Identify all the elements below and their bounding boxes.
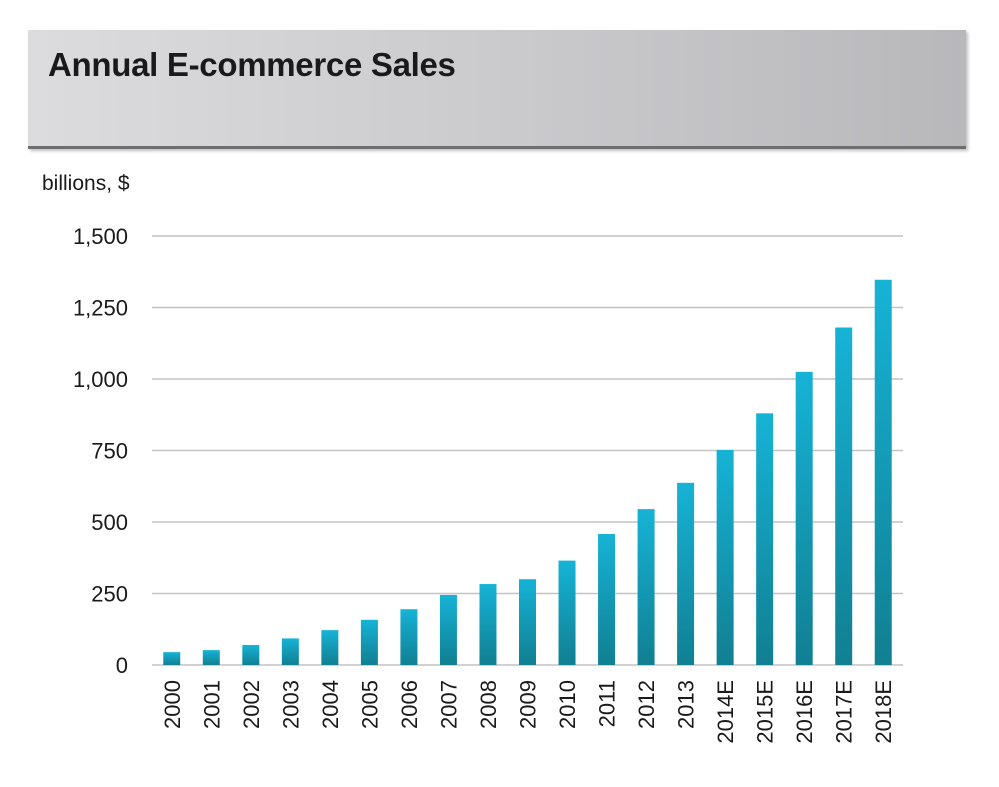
bar-2006 (400, 609, 418, 665)
x-tick-label: 2001 (199, 680, 224, 729)
y-tick-label: 0 (116, 653, 128, 678)
bar-2009 (519, 579, 536, 665)
bar-2015E (756, 413, 774, 665)
bar-2000 (163, 652, 181, 665)
y-tick-label: 1,500 (73, 224, 128, 249)
x-tick-label: 2007 (436, 680, 461, 729)
y-tick-label: 750 (91, 439, 128, 464)
bar-2014E (716, 449, 734, 665)
y-tick-label: 1,250 (73, 296, 128, 321)
x-tick-label: 2006 (397, 680, 422, 729)
x-tick-label: 2015E (753, 680, 778, 744)
bar-2013 (677, 482, 695, 665)
x-tick-label: 2011 (595, 680, 620, 727)
title-banner: Annual E-commerce Sales (28, 30, 966, 149)
bar-2011 (598, 534, 616, 665)
y-tick-label: 250 (91, 582, 128, 607)
x-tick-label: 2012 (634, 680, 659, 729)
y-axis-ticks: 0 250 500 750 1,000 1,250 1,500 (73, 224, 128, 678)
y-tick-label: 500 (91, 510, 128, 535)
bar-2018E (874, 279, 892, 665)
x-tick-label: 2018E (871, 680, 896, 744)
bar-2005 (360, 619, 378, 665)
x-tick-label: 2002 (239, 680, 264, 729)
bar-2016E (795, 371, 813, 665)
x-tick-label: 2000 (160, 680, 185, 729)
bar-2001 (202, 650, 220, 665)
bar-2004 (321, 630, 339, 665)
bar-2002 (242, 644, 260, 665)
chart-title: Annual E-commerce Sales (48, 46, 456, 83)
x-tick-label: 2009 (516, 680, 541, 729)
x-tick-label: 2003 (278, 680, 303, 729)
x-tick-label: 2014E (713, 680, 738, 744)
x-tick-label: 2008 (476, 680, 501, 729)
bars (163, 279, 892, 665)
bar-2007 (439, 594, 457, 665)
bar-2012 (637, 509, 655, 665)
bar-2003 (281, 638, 299, 665)
y-tick-label: 1,000 (73, 367, 128, 392)
y-axis-unit-label: billions, $ (42, 172, 130, 195)
x-tick-label: 2010 (555, 680, 580, 729)
x-tick-label: 2016E (792, 680, 817, 744)
bar-2017E (835, 327, 853, 665)
bar-2010 (558, 560, 576, 665)
x-tick-label: 2005 (357, 680, 382, 729)
x-tick-label: 2017E (832, 680, 857, 744)
x-tick-label: 2004 (318, 680, 343, 729)
x-tick-label: 2013 (674, 680, 699, 729)
x-axis-ticks: 2000 2001 2002 2003 2004 2005 2006 2007 2008 2009… (160, 680, 896, 744)
bar-2008 (479, 584, 497, 665)
